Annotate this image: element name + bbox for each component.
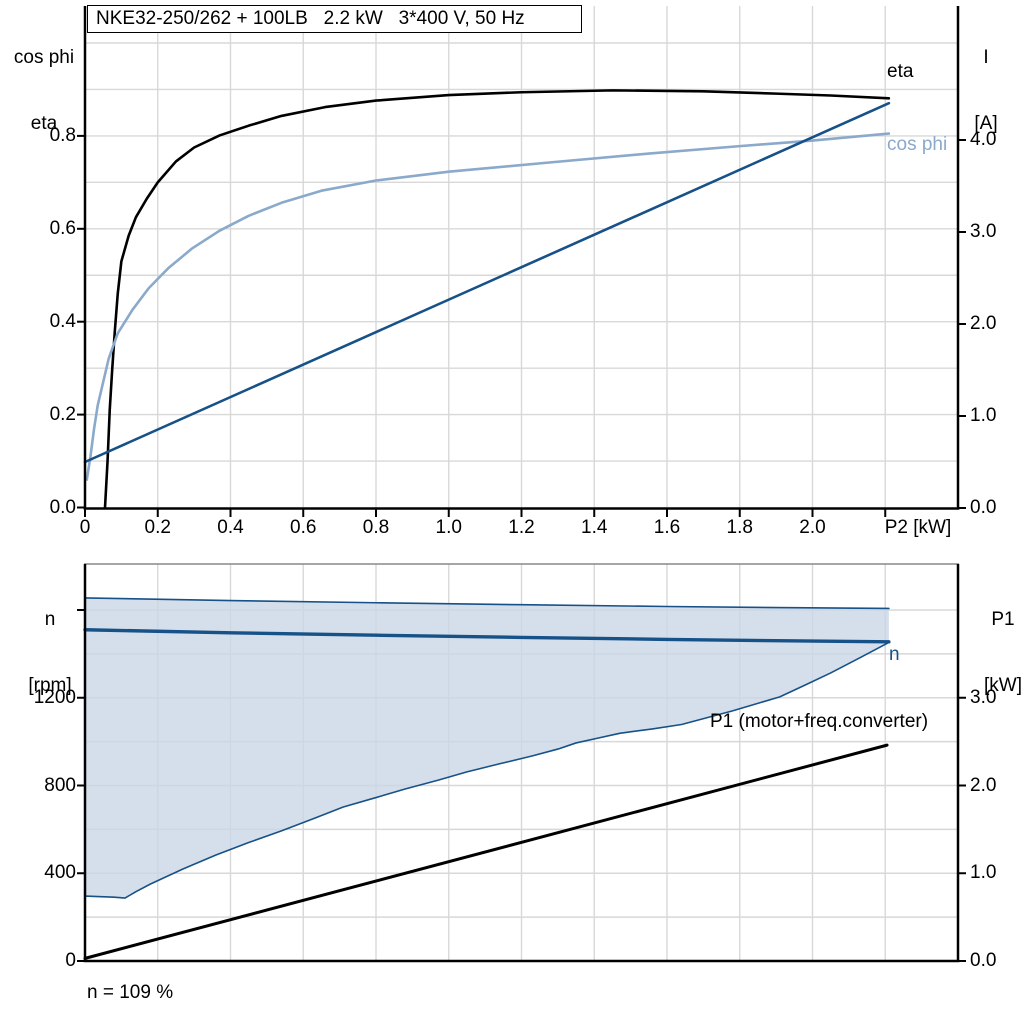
top-left-axis-label: cos phi eta — [4, 3, 84, 179]
tick-label: 0.0 — [970, 497, 997, 518]
tick-label: 1.4 — [581, 517, 608, 538]
curve-label-p1: P1 (motor+freq.converter) — [710, 711, 929, 732]
tick-label: 3.0 — [970, 686, 997, 708]
tick-label: 1.0 — [970, 405, 997, 426]
axis-label-kw-unit: [kW] — [984, 675, 1022, 696]
axis-label-rpm-unit: [rpm] — [28, 675, 72, 696]
tick-label: 2.0 — [970, 313, 997, 334]
curve-label-eta: eta — [887, 61, 914, 82]
axis-label-eta: eta — [30, 113, 58, 134]
curve-label-cos-phi: cos phi — [887, 134, 948, 155]
tick-label: 800 — [44, 774, 76, 796]
curve-label-n: n — [889, 644, 900, 665]
tick-label: 0.2 — [49, 403, 76, 425]
tick-label: 0.2 — [144, 517, 171, 538]
tick-label: 0 — [79, 517, 91, 538]
tick-label: 4.0 — [970, 129, 997, 150]
tick-label: 1.2 — [508, 517, 535, 538]
axis-label-cos-phi: cos phi — [13, 47, 75, 68]
tick-label: 400 — [44, 862, 76, 884]
x-axis-label: P2 [kW] — [884, 517, 952, 538]
axis-label-current: I — [983, 47, 989, 68]
tick-label: 1.0 — [970, 862, 997, 884]
tick-label: 3.0 — [970, 221, 997, 242]
tick-label: 1.6 — [653, 517, 681, 538]
speed-percentage-note: n = 109 % — [87, 982, 174, 1003]
tick-label: 0.8 — [49, 124, 76, 146]
axis-label-p1: P1 — [991, 609, 1015, 630]
tick-label: 2.0 — [970, 774, 997, 796]
chart-title: NKE32-250/262 + 100LB 2.2 kW 3*400 V, 50… — [87, 5, 582, 33]
axis-label-ampere-unit: [A] — [974, 113, 998, 134]
tick-label: 0.6 — [49, 217, 76, 239]
tick-label: 0.0 — [970, 950, 997, 971]
tick-label: 2.0 — [799, 517, 826, 538]
top-right-axis-label: I [A] — [958, 3, 1014, 179]
tick-label: 0.0 — [49, 496, 76, 518]
axis-label-speed: n — [44, 609, 56, 630]
tick-label: 1.0 — [435, 517, 462, 538]
tick-label: 0.4 — [49, 310, 76, 332]
tick-label: 0.4 — [217, 517, 244, 538]
bottom-left-axis-label: n [rpm] — [8, 565, 92, 741]
tick-label: 0 — [65, 950, 76, 971]
tick-label: 0.8 — [362, 517, 390, 538]
bottom-right-axis-label: P1 [kW] — [975, 565, 1024, 741]
tick-label: 1200 — [33, 686, 76, 708]
tick-label: 0.6 — [290, 517, 317, 538]
tick-label: 1.8 — [726, 517, 753, 538]
